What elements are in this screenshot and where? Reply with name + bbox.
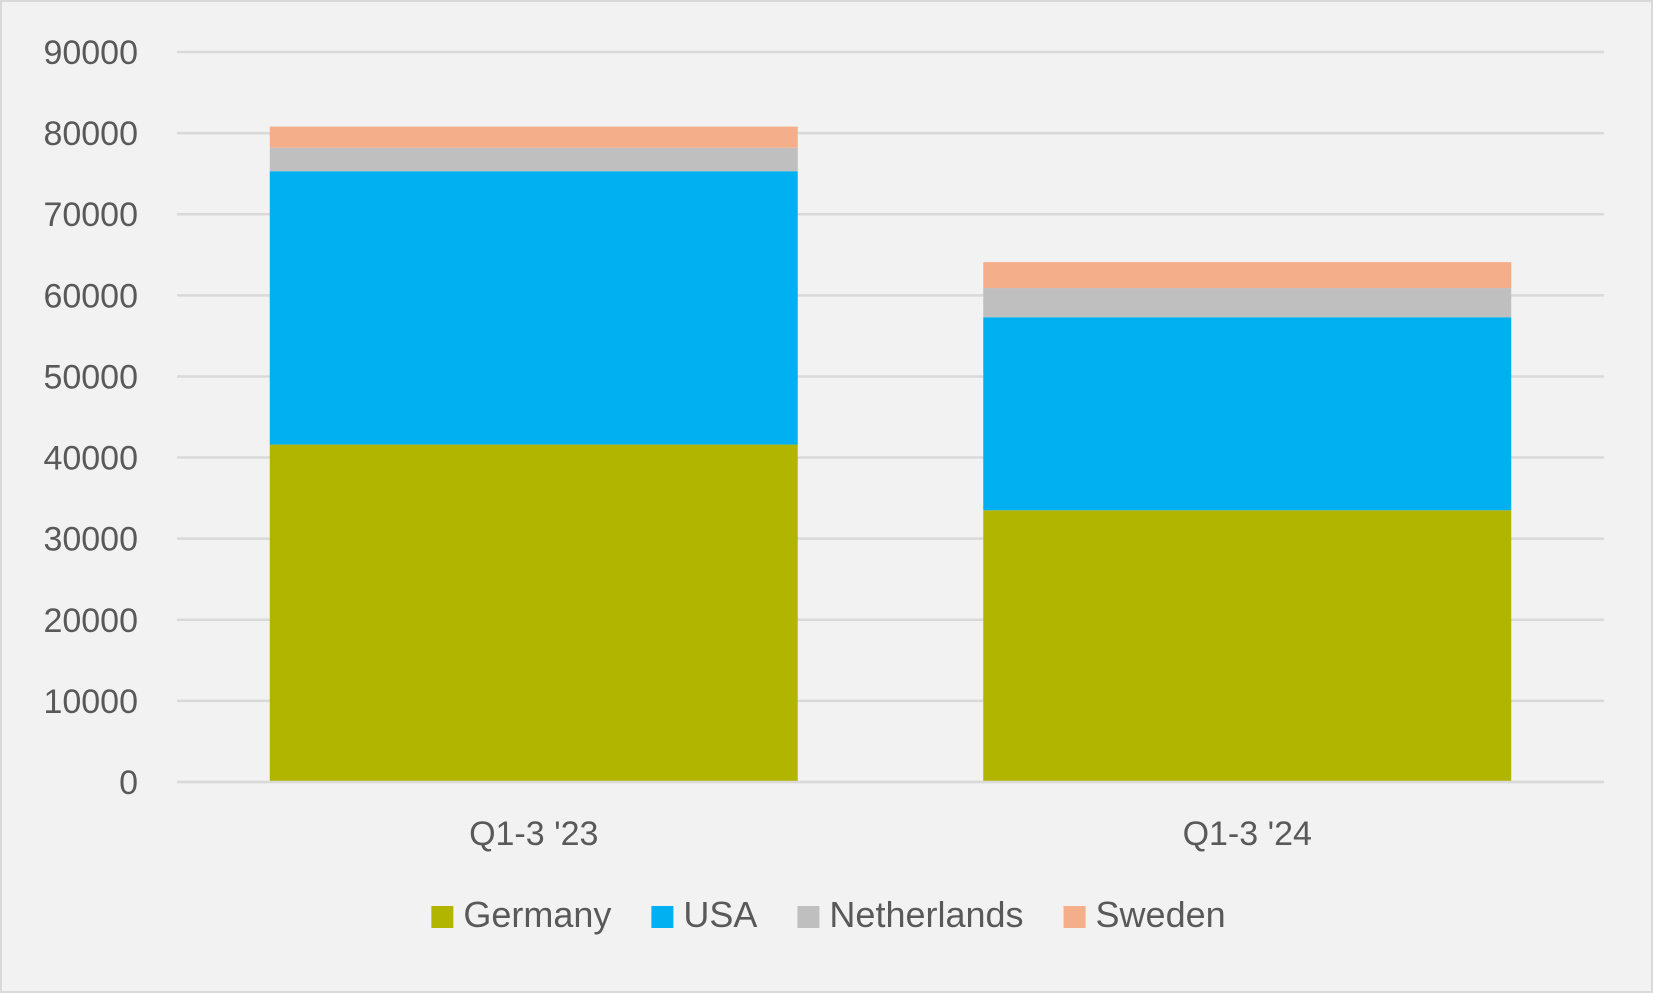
bar-segment-usa-2 [983, 317, 1512, 511]
legend-swatch [797, 906, 820, 928]
y-tick-label: 80000 [43, 115, 138, 153]
x-tick-label: Q1-3 '24 [1183, 815, 1312, 853]
legend-label: Netherlands [829, 894, 1023, 935]
x-axis-ticks: Q1-3 '23 Q1-3 '24 [469, 815, 1312, 853]
y-tick-label: 90000 [43, 34, 138, 72]
bar-segment-netherlands-2 [983, 288, 1512, 318]
legend-item-sweden: Sweden [1063, 894, 1226, 935]
legend-swatch [431, 906, 454, 928]
y-tick-label: 50000 [43, 358, 138, 396]
legend-swatch [651, 906, 674, 928]
bar-segment-germany-1 [269, 444, 798, 782]
y-tick-label: 0 [119, 764, 138, 802]
legend-label: USA [683, 894, 757, 935]
y-tick-label: 20000 [43, 602, 138, 640]
y-tick-label: 70000 [43, 196, 138, 234]
bar-segment-germany-2 [983, 510, 1512, 782]
legend: Germany USA Netherlands Sweden [431, 894, 1226, 935]
legend-label: Sweden [1096, 894, 1226, 935]
y-axis-ticks: 0 10000 20000 30000 40000 50000 60000 70000 8000… [43, 34, 138, 802]
bar-segment-netherlands-1 [269, 147, 798, 172]
x-tick-label: Q1-3 '23 [469, 815, 598, 853]
bars [177, 126, 1604, 784]
legend-swatch [1063, 906, 1086, 928]
legend-label: Germany [463, 894, 611, 935]
legend-item-usa: USA [651, 894, 757, 935]
y-tick-label: 60000 [43, 277, 138, 315]
bar-segment-sweden-1 [269, 126, 798, 148]
legend-item-germany: Germany [431, 894, 611, 935]
bar-segment-sweden-2 [983, 262, 1512, 289]
bar-segment-usa-1 [269, 171, 798, 445]
y-tick-label: 40000 [43, 440, 138, 478]
y-tick-label: 10000 [43, 683, 138, 721]
y-tick-label: 30000 [43, 521, 138, 559]
legend-item-netherlands: Netherlands [797, 894, 1024, 935]
